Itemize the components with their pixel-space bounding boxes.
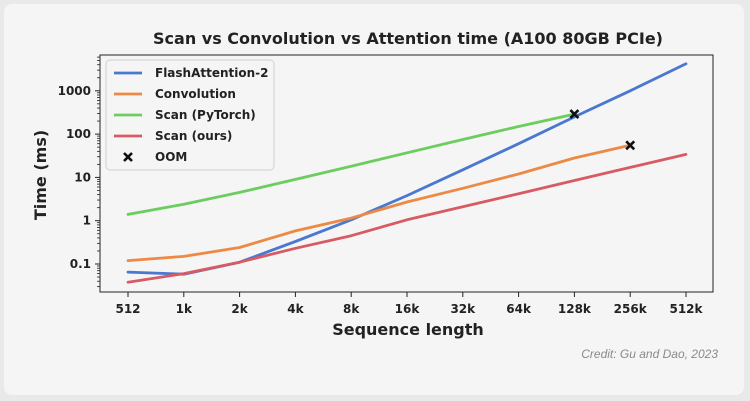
x-tick-label: 1k	[176, 302, 193, 316]
x-tick-label: 32k	[450, 302, 476, 316]
chart-title: Scan vs Convolution vs Attention time (A…	[153, 29, 663, 48]
x-tick-label: 2k	[231, 302, 248, 316]
x-tick-label: 512	[115, 302, 140, 316]
legend: FlashAttention-2 Convolution Scan (PyTorch…	[105, 59, 275, 171]
series-line-scan-ours	[126, 152, 688, 284]
legend-label: Scan (PyTorch)	[155, 108, 256, 122]
x-tick-label: 8k	[343, 302, 360, 316]
legend-label-oom: OOM	[155, 150, 187, 164]
y-tick-label: 1000	[58, 84, 91, 98]
legend-label: Convolution	[155, 87, 236, 101]
x-tick-label: 16k	[395, 302, 421, 316]
legend-oom-marker	[123, 152, 133, 162]
legend-box	[105, 59, 275, 171]
legend-label: FlashAttention-2	[155, 66, 269, 80]
x-tick-label: 256k	[614, 302, 648, 316]
oom-marker	[625, 140, 636, 151]
series-lines	[126, 62, 688, 284]
series-line-scan-pytorch	[126, 112, 576, 216]
oom-markers	[569, 109, 636, 151]
series-line-convolution	[126, 143, 632, 263]
y-tick-label: 10	[74, 170, 91, 184]
y-tick-label: 100	[66, 127, 91, 141]
x-tick-label: 128k	[558, 302, 592, 316]
x-tick-label: 4k	[287, 302, 304, 316]
x-tick-label: 512k	[669, 302, 703, 316]
legend-label: Scan (ours)	[155, 129, 232, 143]
x-axis-label: Sequence length	[332, 320, 484, 339]
oom-marker	[569, 109, 580, 119]
x-tick-label: 64k	[506, 302, 532, 316]
y-axis-ticks: 0.1 1 10 100 1000	[58, 56, 100, 288]
y-tick-label: 1	[83, 214, 91, 228]
y-axis-label: Time (ms)	[31, 130, 50, 220]
y-tick-label: 0.1	[70, 257, 91, 271]
credit-note: Credit: Gu and Dao, 2023	[581, 347, 718, 361]
x-axis-ticks: 512 1k 2k 4k 8k 16k 32k 64k 128k 256k 512k	[115, 292, 704, 316]
